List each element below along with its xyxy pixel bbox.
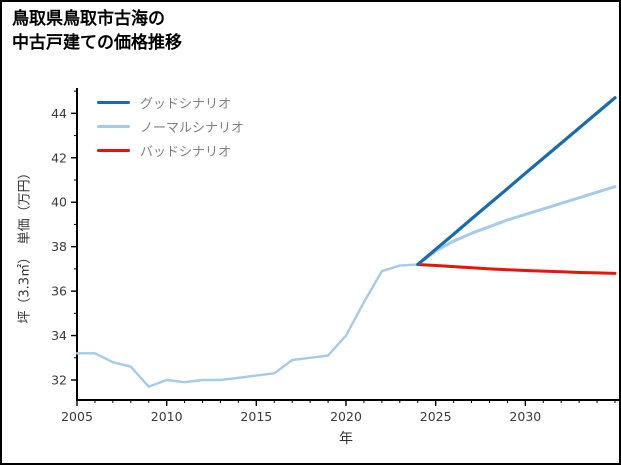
y-axis-label: 坪（3.3㎡） 単価（万円） (17, 166, 33, 324)
x-tick-label: 2020 (330, 409, 362, 424)
y-tick-label: 38 (51, 239, 67, 254)
legend-swatch-normal (97, 124, 130, 129)
legend-swatch-bad (97, 148, 130, 153)
y-tick-label: 44 (51, 106, 67, 121)
y-tick-label: 40 (51, 195, 67, 210)
series-history-line (75, 263, 419, 388)
legend-swatch-good (97, 100, 130, 105)
x-tick-label: 2005 (61, 409, 93, 424)
legend-label-good: グッドシナリオ (140, 97, 232, 112)
chart-title: 鳥取県鳥取市古海の 中古戸建ての価格推移 (12, 8, 182, 56)
legend-item-good: グッドシナリオ (97, 94, 244, 112)
legend-label-normal: ノーマルシナリオ (140, 121, 245, 136)
chart-title-line1: 鳥取県鳥取市古海の (12, 9, 165, 29)
y-tick-label: 42 (51, 150, 67, 165)
x-tick-label: 2015 (240, 409, 272, 424)
x-tick-label: 2030 (509, 409, 541, 424)
series-normal-line (416, 185, 617, 266)
y-tick-label: 36 (51, 284, 67, 299)
legend: グッドシナリオ ノーマルシナリオ バッドシナリオ (97, 94, 245, 160)
chart-title-line2: 中古戸建ての価格推移 (12, 32, 182, 53)
series-good-line (416, 96, 617, 267)
legend-item-bad: バッドシナリオ (97, 142, 244, 160)
x-tick-label: 2010 (151, 409, 183, 424)
legend-item-normal: ノーマルシナリオ (97, 118, 245, 136)
legend-label-bad: バッドシナリオ (140, 145, 232, 160)
x-axis-label: 年 (339, 431, 353, 447)
series-bad-line (416, 262, 617, 275)
x-tick-label: 2025 (420, 409, 452, 424)
y-tick-label: 34 (51, 328, 67, 343)
y-tick-label: 32 (51, 373, 67, 388)
